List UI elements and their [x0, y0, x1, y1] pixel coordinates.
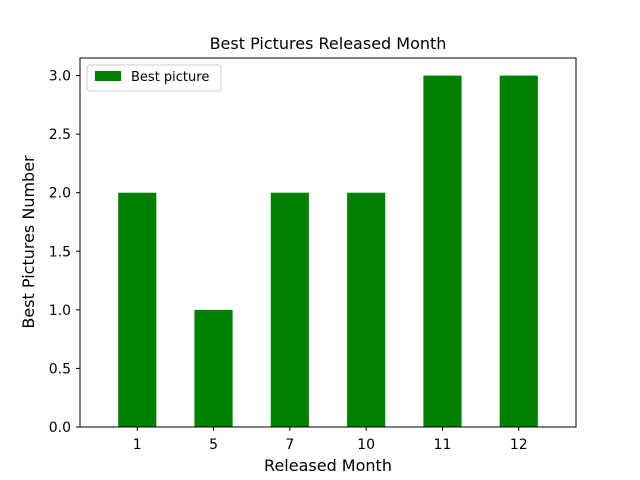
x-tick-label: 5	[209, 437, 218, 453]
y-tick-label: 0.5	[49, 361, 71, 377]
y-tick-label: 1.0	[49, 303, 71, 319]
y-tick-label: 1.5	[49, 244, 71, 260]
y-tick-label: 2.5	[49, 127, 71, 143]
y-tick-label: 2.0	[49, 186, 71, 202]
bar-month-12	[499, 75, 538, 428]
bar-month-10	[347, 192, 386, 427]
bar-month-5	[194, 309, 233, 427]
bar-month-11	[423, 75, 462, 428]
chart-title: Best Pictures Released Month	[210, 34, 447, 53]
x-tick-label: 11	[434, 437, 452, 453]
bar-month-7	[270, 192, 309, 427]
y-tick-label: 3.0	[49, 69, 71, 85]
bar-month-1	[118, 192, 157, 427]
y-axis-title: Best Pictures Number	[19, 155, 38, 329]
legend: Best picture	[86, 64, 222, 92]
x-tick-label: 10	[357, 437, 375, 453]
x-tick-label: 7	[285, 437, 294, 453]
plot-area: 1 5 7 10 11 12 0.0 0.5 1.0 1.5 2.0 2.5 3.0	[49, 57, 577, 453]
legend-label: Best picture	[131, 70, 209, 85]
legend-swatch	[95, 71, 121, 81]
x-axis-title: Released Month	[264, 456, 392, 475]
x-tick-label: 12	[510, 437, 528, 453]
plot-frame	[79, 57, 577, 428]
x-tick-label: 1	[133, 437, 142, 453]
y-tick-label: 0.0	[49, 420, 71, 436]
